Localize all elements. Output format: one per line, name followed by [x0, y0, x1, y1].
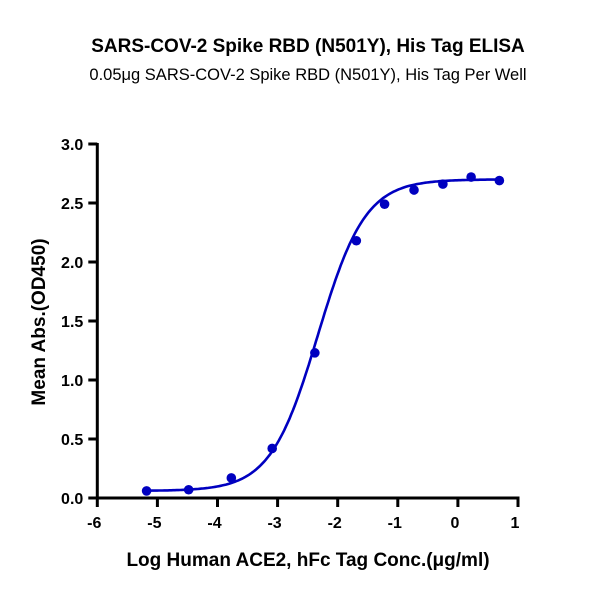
data-point	[141, 486, 152, 496]
y-tick-label: 3.0	[61, 137, 83, 154]
data-point	[351, 235, 362, 246]
data-point	[438, 179, 448, 189]
x-axis-label: Log Human ACE2, hFc Tag Conc.(μg/ml)	[126, 550, 489, 571]
x-tick-label: -1	[388, 515, 402, 532]
x-tick-label: -5	[147, 515, 161, 532]
y-tick-label: 1.5	[61, 314, 83, 331]
y-tick-label: 2.0	[61, 255, 83, 272]
y-tick-label: 0.5	[61, 432, 83, 449]
y-axis-label: Mean Abs.(OD450)	[29, 238, 50, 405]
x-tick-label: -6	[87, 515, 101, 532]
data-point	[379, 199, 390, 209]
y-tick-label: 0.0	[61, 491, 83, 508]
fit-curve	[146, 178, 500, 492]
data-point	[310, 348, 320, 358]
x-tick-label: 0	[450, 515, 459, 532]
data-point	[409, 185, 419, 195]
data-point	[494, 175, 505, 186]
chart-title: SARS-COV-2 Spike RBD (N501Y), His Tag EL…	[91, 36, 525, 57]
y-tick-label: 1.0	[61, 373, 83, 390]
data-point	[183, 484, 194, 495]
data-point	[267, 443, 277, 454]
x-tick-label: 1	[511, 515, 520, 532]
x-tick-label: -2	[328, 515, 342, 532]
y-tick-label: 2.5	[61, 196, 83, 213]
x-tick-label: -4	[207, 515, 221, 532]
chart-subtitle: 0.05μg SARS-COV-2 Spike RBD (N501Y), His…	[89, 66, 526, 84]
x-tick-label: -3	[267, 515, 281, 532]
data-point	[466, 172, 476, 182]
data-point	[226, 473, 237, 483]
